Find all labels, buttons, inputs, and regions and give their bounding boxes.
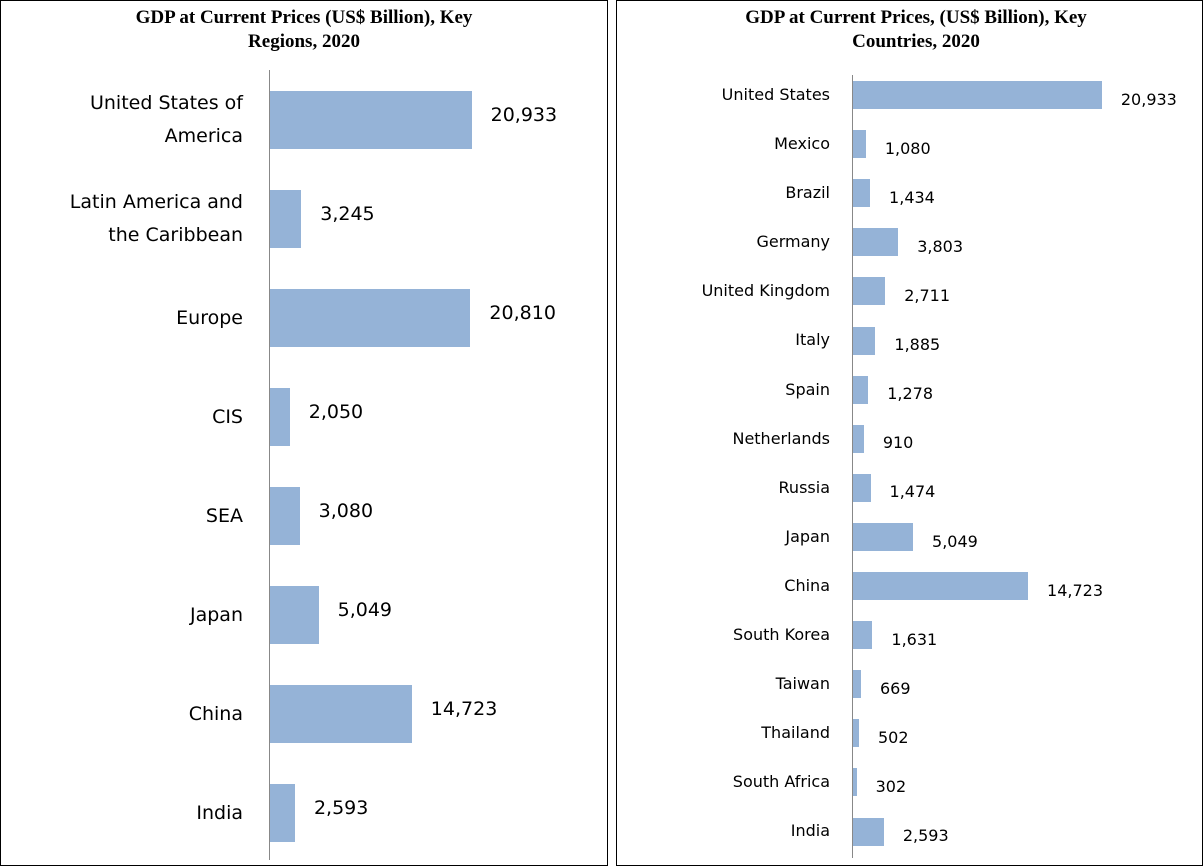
category-label: China (188, 702, 243, 725)
category-label: Germany (756, 232, 830, 252)
category-label: South Africa (732, 772, 830, 792)
category-label: Taiwan (775, 674, 830, 694)
bar (270, 586, 319, 644)
bar (853, 473, 871, 502)
left-panel (0, 0, 608, 866)
value-label: 1,474 (889, 482, 936, 502)
category-label: United States of America (89, 92, 243, 147)
value-label: 302 (875, 777, 907, 796)
value-label: 502 (877, 727, 909, 747)
value-label: 3,080 (318, 499, 374, 522)
bar (853, 670, 861, 699)
bar (853, 621, 873, 650)
bar (853, 228, 899, 257)
category-label: Japan (190, 603, 243, 626)
bar (853, 572, 1029, 600)
category-label: India (790, 821, 830, 841)
value-label: 2,593 (902, 826, 949, 846)
category-label: Brazil (785, 183, 830, 203)
bar (270, 784, 295, 842)
chart-title: GDP at Current Prices, (US$ Billion), Ke… (745, 7, 1087, 52)
value-label: 20,933 (490, 103, 558, 126)
value-label: 14,723 (430, 697, 498, 720)
bar (270, 487, 300, 545)
value-label: 1,080 (884, 138, 931, 158)
bar (270, 685, 412, 743)
category-label: India (196, 801, 243, 824)
bar (853, 522, 914, 551)
value-label: 1,885 (894, 335, 941, 355)
category-label: Japan (785, 526, 830, 546)
chart-title: GDP at Current Prices (US$ Billion), Key… (135, 7, 473, 52)
value-label: 669 (879, 678, 911, 698)
bar (270, 190, 302, 248)
value-label: 3,803 (917, 236, 964, 256)
category-label: Spain (785, 379, 830, 399)
value-label: 1,434 (889, 187, 935, 207)
bar (853, 768, 857, 797)
bar (853, 277, 886, 306)
bar (853, 179, 871, 208)
bar (853, 817, 884, 846)
bar (853, 375, 869, 404)
category-label: Russia (778, 477, 830, 497)
value-label: 910 (882, 433, 914, 453)
value-label: 14,723 (1047, 580, 1104, 600)
axis-line (269, 70, 270, 860)
category-label: China (784, 575, 830, 595)
value-label: 20,933 (1120, 89, 1177, 109)
bar (853, 130, 866, 159)
bar (270, 289, 471, 347)
value-label: 1,278 (887, 384, 933, 404)
bar (853, 424, 864, 453)
category-label: United States (721, 84, 830, 104)
category-label: SEA (205, 504, 243, 527)
category-label: South Korea (733, 625, 830, 645)
value-label: 2,711 (904, 286, 951, 305)
bar (853, 719, 859, 748)
bar (270, 91, 472, 149)
category-label: Latin America and the Caribbean (69, 191, 243, 246)
category-label: CIS (212, 405, 243, 428)
value-label: 2,593 (313, 796, 369, 819)
category-label: Thailand (761, 723, 830, 743)
value-label: 5,049 (932, 531, 978, 551)
category-label: Europe (176, 306, 243, 329)
category-label: Mexico (774, 134, 830, 154)
bar (853, 81, 1102, 109)
bar (270, 388, 290, 446)
value-label: 5,049 (337, 598, 393, 621)
value-label: 3,245 (320, 202, 375, 225)
value-label: 2,050 (308, 400, 364, 423)
bar (853, 326, 876, 355)
value-label: 1,631 (891, 629, 938, 649)
category-label: United Kingdom (701, 281, 830, 301)
category-label: Netherlands (732, 428, 830, 448)
value-label: 20,810 (489, 301, 556, 324)
category-label: Italy (795, 330, 830, 350)
axis-line (852, 75, 853, 858)
